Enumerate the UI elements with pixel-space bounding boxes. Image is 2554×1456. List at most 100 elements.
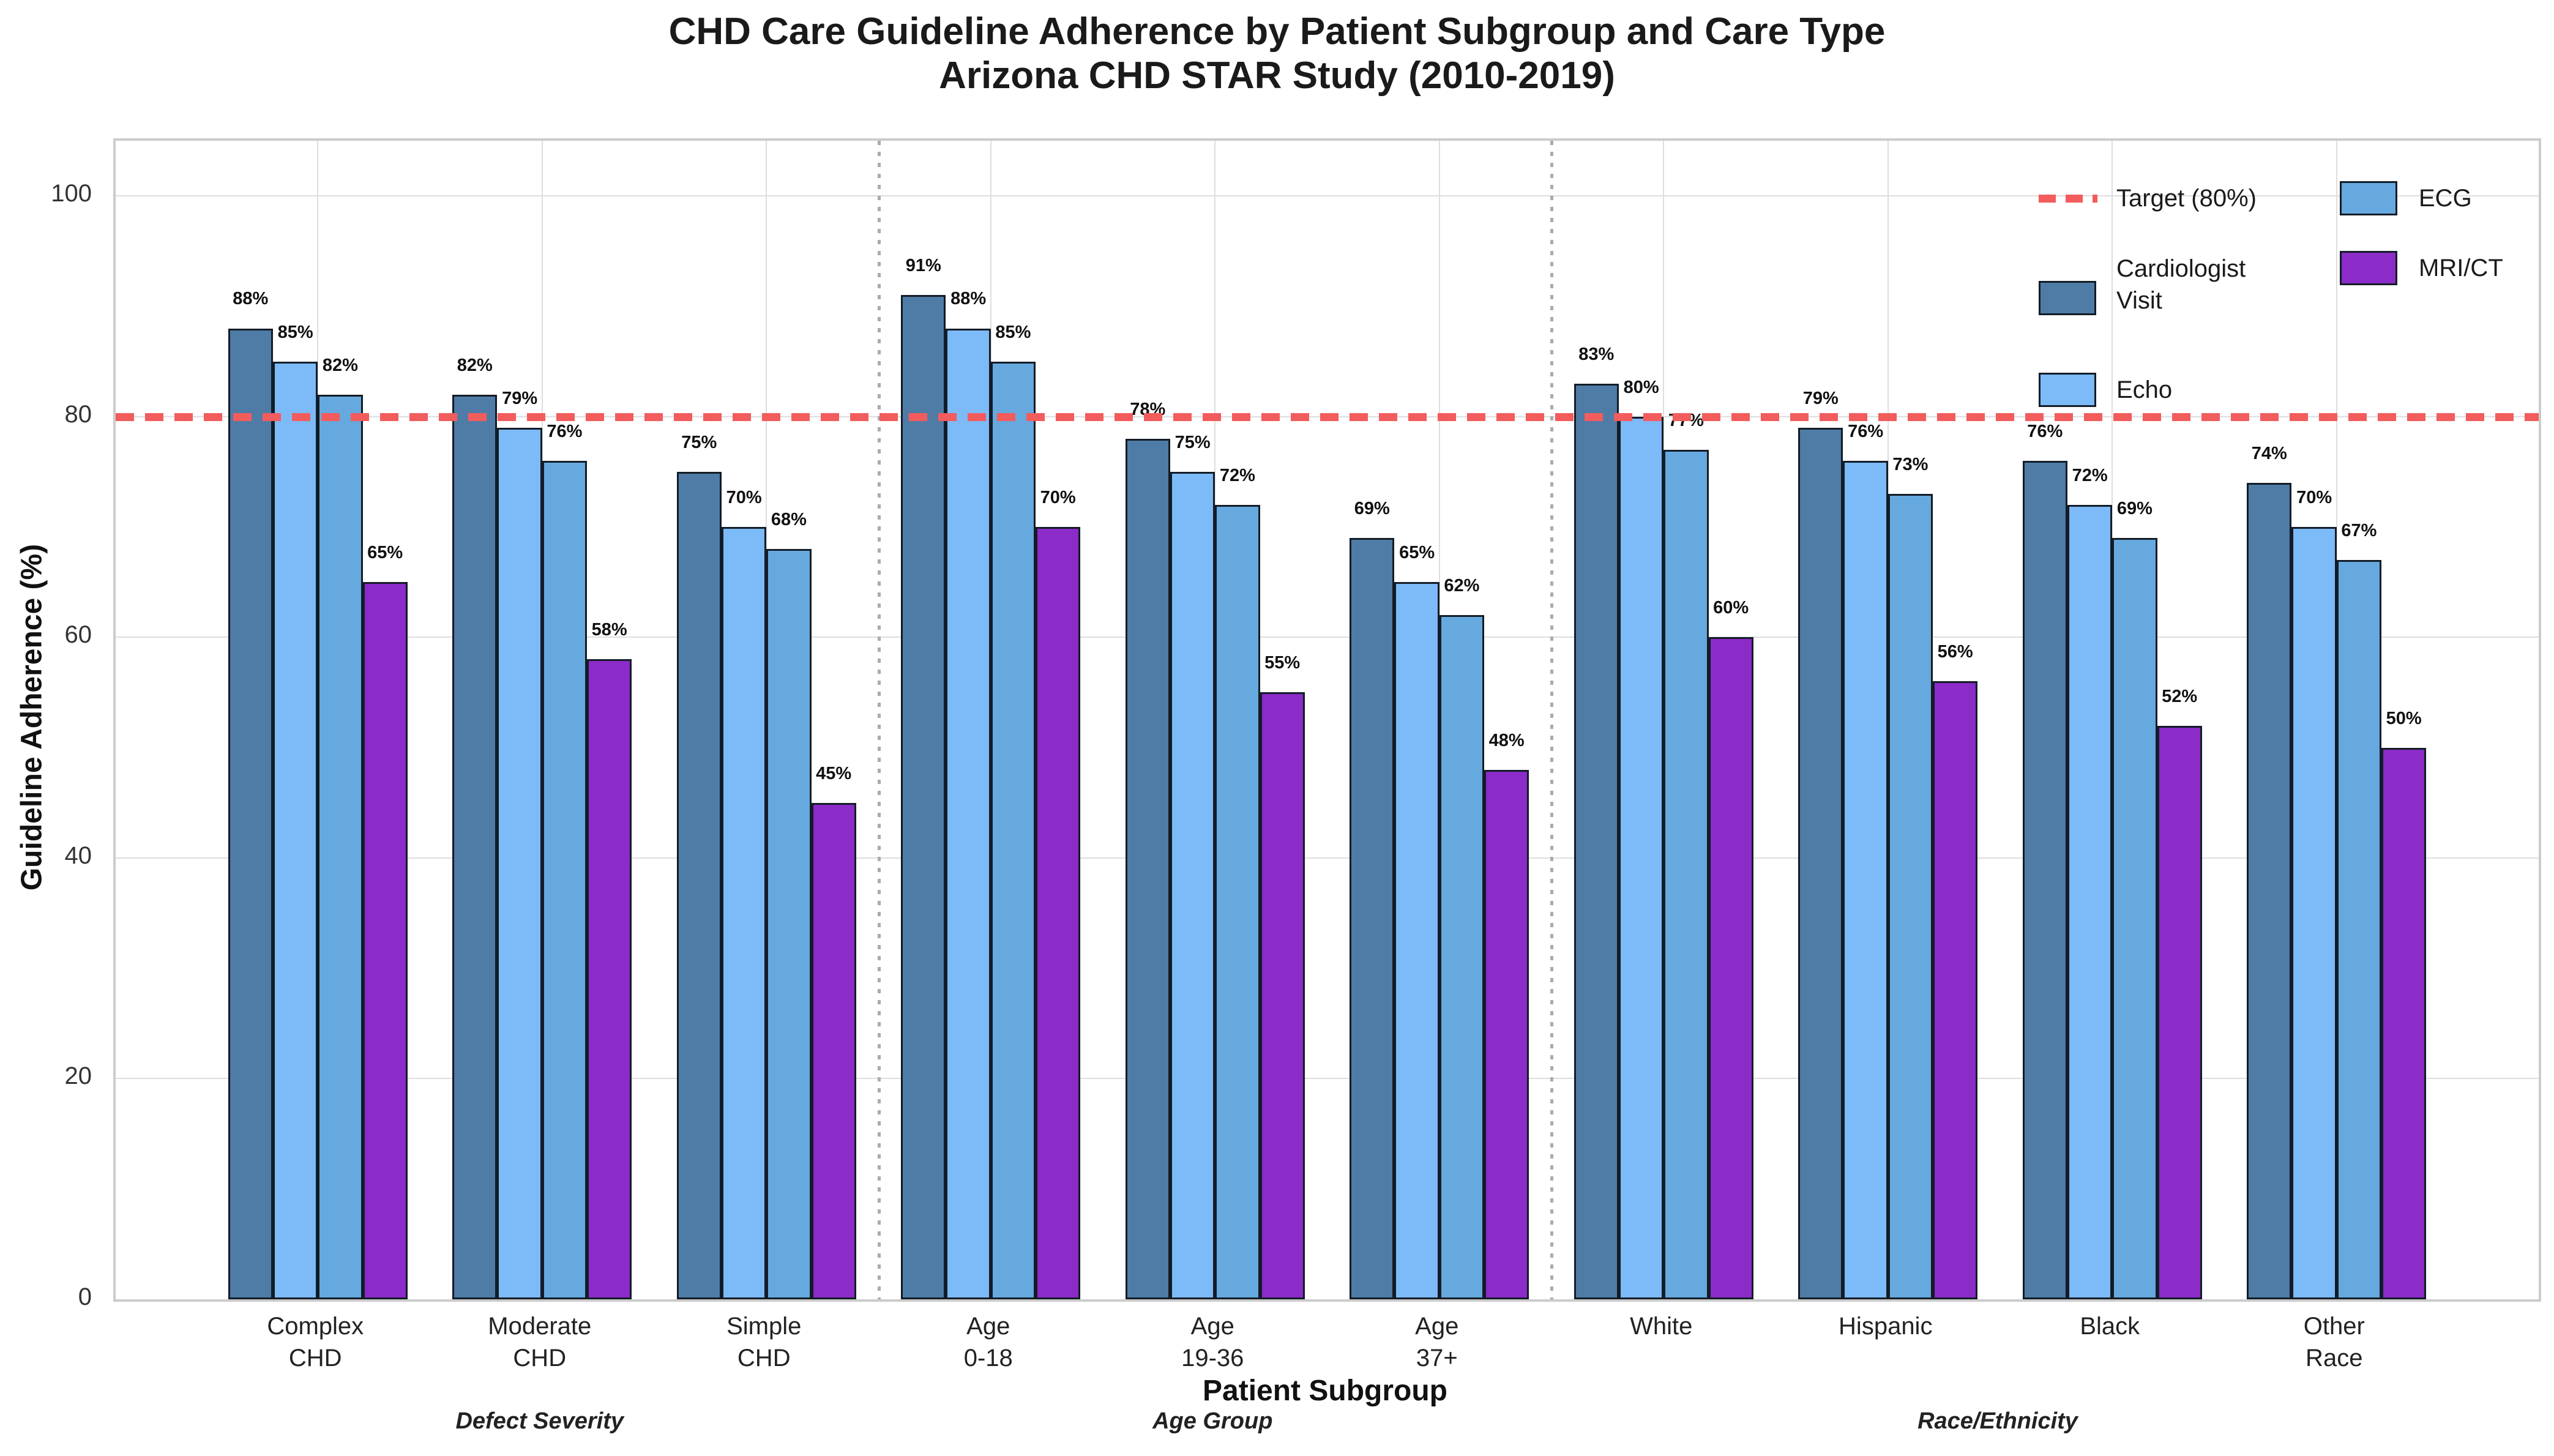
bar-value-label: 70% — [2296, 488, 2332, 507]
bar — [2291, 527, 2337, 1299]
bar-value-label: 67% — [2341, 521, 2377, 541]
bar — [1394, 582, 1439, 1299]
x-axis-label: Patient Subgroup — [1203, 1375, 1447, 1407]
bar — [542, 460, 588, 1299]
bar — [1125, 438, 1170, 1299]
x-tick-label: Age 19-36 — [1181, 1313, 1244, 1372]
bar — [1708, 637, 1753, 1299]
legend-cardiologist-label: Cardiologist Visit — [2116, 255, 2246, 314]
chart-subtitle: Arizona CHD STAR Study (2010-2019) — [939, 54, 1615, 97]
bar — [766, 549, 812, 1299]
bar — [1798, 427, 1843, 1299]
y-tick-label: 40 — [64, 842, 92, 869]
bar — [2247, 482, 2292, 1299]
bar — [2022, 460, 2067, 1299]
y-tick-label: 80 — [64, 400, 92, 428]
bar-value-label: 72% — [2072, 465, 2108, 485]
bar-value-label: 75% — [1174, 432, 1211, 452]
y-axis-label: Guideline Adherence (%) — [15, 543, 48, 891]
legend-echo-swatch — [2039, 373, 2096, 407]
x-tick-label: Age 0-18 — [963, 1313, 1013, 1372]
x-tick-label: Black — [2080, 1313, 2140, 1340]
bar — [990, 361, 1036, 1299]
bar-value-label: 79% — [1802, 388, 1839, 408]
bar — [1484, 769, 1529, 1299]
bar — [1933, 681, 1978, 1299]
bar-value-label: 80% — [1623, 377, 1659, 397]
bar-value-label: 76% — [2027, 421, 2063, 441]
group-separator — [877, 141, 881, 1299]
x-tick-label: Complex CHD — [267, 1313, 364, 1372]
bar-value-label: 82% — [457, 355, 493, 375]
bar — [901, 295, 946, 1299]
bar-value-label: 83% — [1578, 344, 1615, 364]
bar — [1663, 449, 1709, 1299]
bar — [1350, 538, 1395, 1299]
x-tick-label: Other Race — [2303, 1313, 2365, 1372]
bar-value-label: 73% — [1892, 454, 1929, 474]
bar — [1618, 416, 1664, 1299]
bar-value-label: 72% — [1219, 465, 1255, 485]
x-tick-label: Simple CHD — [726, 1313, 802, 1372]
bar-value-label: 60% — [1713, 598, 1749, 618]
bar-value-label: 52% — [2162, 686, 2198, 706]
bar-value-label: 62% — [1444, 576, 1480, 596]
x-tick-label: Age 37+ — [1415, 1313, 1459, 1372]
bar — [1036, 527, 1081, 1299]
legend-target-line-sample — [2039, 195, 2097, 203]
bar — [1215, 504, 1260, 1299]
x-tick-label: Hispanic — [1839, 1313, 1933, 1340]
bar-value-label: 50% — [2386, 708, 2422, 728]
bar — [2381, 747, 2427, 1299]
legend-target-label: Target (80%) — [2116, 185, 2257, 212]
bar — [362, 582, 408, 1299]
bar-value-label: 55% — [1264, 653, 1301, 673]
target-line — [116, 413, 2539, 421]
bar-value-label: 65% — [367, 543, 403, 563]
bar — [811, 802, 856, 1299]
bar-value-label: 58% — [591, 620, 627, 640]
y-tick-label: 100 — [51, 180, 92, 207]
bar — [272, 361, 318, 1299]
bar — [676, 471, 722, 1299]
bar — [1574, 383, 1619, 1299]
bar-value-label: 91% — [905, 256, 941, 276]
bar-value-label: 70% — [726, 488, 762, 507]
legend-cardiologist-swatch — [2039, 281, 2096, 315]
chart-title: CHD Care Guideline Adherence by Patient … — [668, 10, 1886, 53]
bar — [1260, 692, 1305, 1299]
group-label: Defect Severity — [455, 1408, 624, 1434]
bar — [318, 394, 363, 1299]
plot-area: 88% 85% 82% 65% 82% 79% 76% 58% 75% 70% 68% 45% 91% 8… — [113, 138, 2541, 1302]
bar — [228, 328, 273, 1299]
y-tick-label: 20 — [64, 1062, 92, 1090]
bar — [2336, 560, 2382, 1299]
legend-mri-label: MRI/CT — [2419, 255, 2503, 282]
bar — [452, 394, 498, 1299]
bar — [1887, 493, 1933, 1299]
group-separator — [1550, 141, 1553, 1299]
bar — [1170, 471, 1215, 1299]
x-tick-label: White — [1630, 1313, 1693, 1340]
bar-value-label: 82% — [322, 355, 358, 375]
bar-value-label: 88% — [233, 289, 269, 309]
bar-value-label: 48% — [1488, 730, 1525, 750]
bar — [946, 328, 991, 1299]
bar-value-label: 68% — [771, 510, 807, 530]
bar — [497, 427, 542, 1299]
bar — [1843, 460, 1888, 1299]
y-tick-label: 0 — [78, 1283, 92, 1310]
bar-value-label: 69% — [1354, 499, 1390, 519]
legend-echo-label: Echo — [2116, 376, 2173, 403]
legend-ecg-label: ECG — [2419, 185, 2472, 212]
bar-value-label: 70% — [1040, 488, 1076, 507]
bar-value-label: 65% — [1399, 543, 1435, 563]
x-tick-label: Moderate CHD — [488, 1313, 592, 1372]
group-label: Race/Ethnicity — [1917, 1408, 2078, 1434]
legend-ecg-swatch — [2340, 181, 2397, 215]
bar-value-label: 45% — [816, 763, 852, 783]
gridline-h — [116, 857, 2539, 859]
bar-value-label: 88% — [950, 289, 987, 309]
bar — [2112, 538, 2157, 1299]
